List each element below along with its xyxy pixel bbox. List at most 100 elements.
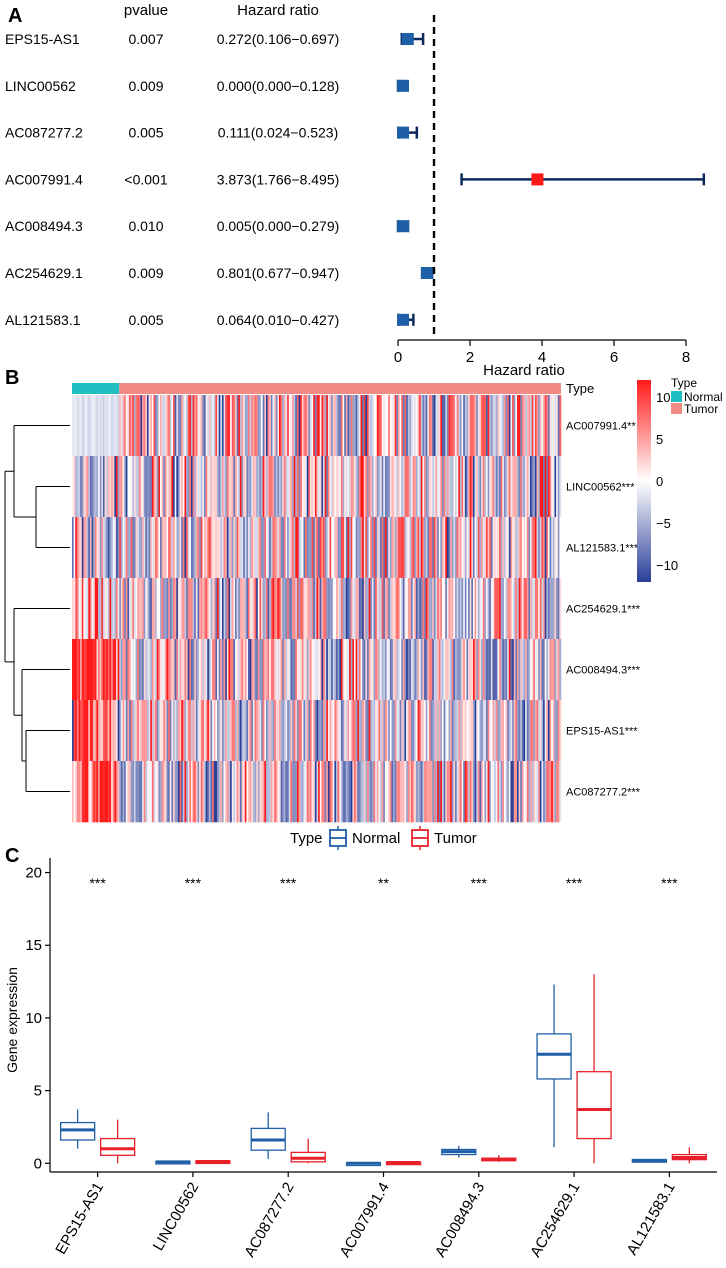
heatmap-cell bbox=[427, 578, 430, 640]
heatmap-cell bbox=[243, 761, 246, 823]
heatmap-cell bbox=[468, 639, 471, 701]
heatmap-cell bbox=[350, 761, 353, 823]
heatmap-cell bbox=[428, 578, 431, 640]
heatmap-cell bbox=[464, 517, 467, 579]
forest-hr-text: 0.064(0.010−0.427) bbox=[217, 312, 340, 328]
heatmap-cell bbox=[551, 456, 554, 518]
heatmap-cell bbox=[344, 517, 347, 579]
heatmap-cell bbox=[318, 700, 321, 762]
heatmap-cell bbox=[371, 700, 374, 762]
heatmap-cell bbox=[75, 395, 78, 457]
heatmap-cell bbox=[495, 395, 498, 457]
heatmap-cell bbox=[428, 700, 431, 762]
heatmap-cell bbox=[296, 578, 299, 640]
heatmap-cell bbox=[208, 578, 211, 640]
heatmap-cell bbox=[181, 517, 184, 579]
heatmap-cell bbox=[433, 578, 436, 640]
forest-point bbox=[531, 173, 544, 186]
heatmap-cell bbox=[230, 456, 233, 518]
heatmap-cell bbox=[373, 761, 376, 823]
heatmap-cell bbox=[205, 700, 208, 762]
heatmap-cell bbox=[269, 700, 272, 762]
heatmap-cell bbox=[153, 761, 156, 823]
heatmap-cell bbox=[442, 395, 444, 457]
heatmap-cell bbox=[184, 639, 187, 701]
heatmap-cell bbox=[546, 395, 549, 457]
heatmap-cell bbox=[251, 761, 254, 823]
heatmap-cell bbox=[313, 578, 316, 640]
heatmap-cell bbox=[425, 578, 428, 640]
heatmap-cell bbox=[505, 456, 508, 518]
heatmap-cell bbox=[432, 517, 435, 579]
heatmap-cell bbox=[233, 456, 236, 518]
heatmap-cell bbox=[380, 700, 382, 762]
heatmap-cell bbox=[536, 456, 539, 518]
heatmap-cell bbox=[380, 456, 382, 518]
heatmap-cell bbox=[459, 578, 462, 640]
heatmap-cell bbox=[541, 700, 544, 762]
heatmap-cell bbox=[76, 700, 79, 762]
box-significance: *** bbox=[185, 875, 202, 891]
heatmap-cell bbox=[293, 517, 296, 579]
heatmap-cell bbox=[500, 578, 503, 640]
heatmap-cell bbox=[556, 456, 559, 518]
heatmap-cell bbox=[265, 639, 268, 701]
heatmap-cell bbox=[417, 517, 420, 579]
heatmap-cell bbox=[176, 700, 179, 762]
heatmap-cell bbox=[486, 395, 488, 457]
heatmap-cell bbox=[487, 700, 490, 762]
heatmap-cell bbox=[557, 395, 560, 457]
heatmap-cell bbox=[146, 578, 149, 640]
heatmap-cell bbox=[280, 639, 283, 701]
heatmap-cell bbox=[72, 761, 74, 823]
heatmap-cell bbox=[380, 761, 382, 823]
heatmap-cell bbox=[156, 761, 159, 823]
heatmap-cell bbox=[292, 761, 294, 823]
heatmap-cell bbox=[448, 456, 451, 518]
heatmap-cell bbox=[221, 395, 224, 457]
heatmap-cell bbox=[120, 700, 123, 762]
forest-hr-text: 0.272(0.106−0.697) bbox=[217, 31, 340, 47]
heatmap-cell bbox=[226, 761, 229, 823]
heatmap-cell bbox=[73, 639, 76, 701]
heatmap-cell bbox=[363, 639, 366, 701]
heatmap-cell bbox=[455, 578, 457, 640]
heatmap-cell bbox=[455, 761, 457, 823]
heatmap-cell bbox=[111, 517, 114, 579]
heatmap-cell bbox=[186, 639, 189, 701]
heatmap-cell bbox=[228, 761, 231, 823]
heatmap-cell bbox=[251, 578, 254, 640]
heatmap-row bbox=[72, 395, 562, 457]
heatmap-cell bbox=[487, 395, 490, 457]
heatmap-cell bbox=[282, 761, 285, 823]
heatmap-cell bbox=[456, 639, 459, 701]
heatmap-cell bbox=[292, 700, 294, 762]
heatmap-cell bbox=[285, 700, 288, 762]
heatmap-cell bbox=[151, 456, 154, 518]
heatmap-cell bbox=[552, 639, 555, 701]
heatmap-cell bbox=[189, 456, 192, 518]
heatmap-cell bbox=[512, 639, 515, 701]
heatmap-cell bbox=[145, 639, 148, 701]
heatmap-cell bbox=[143, 700, 146, 762]
forest-pvalue: <0.001 bbox=[124, 171, 167, 187]
heatmap-cell bbox=[438, 517, 441, 579]
heatmap-cell bbox=[259, 639, 262, 701]
heatmap-cell bbox=[420, 700, 423, 762]
heatmap-cell bbox=[174, 578, 177, 640]
heatmap-cell bbox=[186, 700, 189, 762]
heatmap-cell bbox=[239, 456, 242, 518]
heatmap-cell bbox=[402, 578, 405, 640]
heatmap-cell bbox=[381, 395, 384, 457]
heatmap-cell bbox=[349, 395, 352, 457]
heatmap-cell bbox=[215, 700, 218, 762]
heatmap-cell bbox=[83, 639, 86, 701]
heatmap-cell bbox=[446, 700, 449, 762]
heatmap-cell bbox=[391, 639, 394, 701]
heatmap-cell bbox=[254, 395, 257, 457]
heatmap-cell bbox=[122, 639, 125, 701]
heatmap-cell bbox=[269, 761, 272, 823]
heatmap-cell bbox=[326, 456, 329, 518]
heatmap-cell bbox=[384, 700, 387, 762]
heatmap-cell bbox=[308, 456, 311, 518]
